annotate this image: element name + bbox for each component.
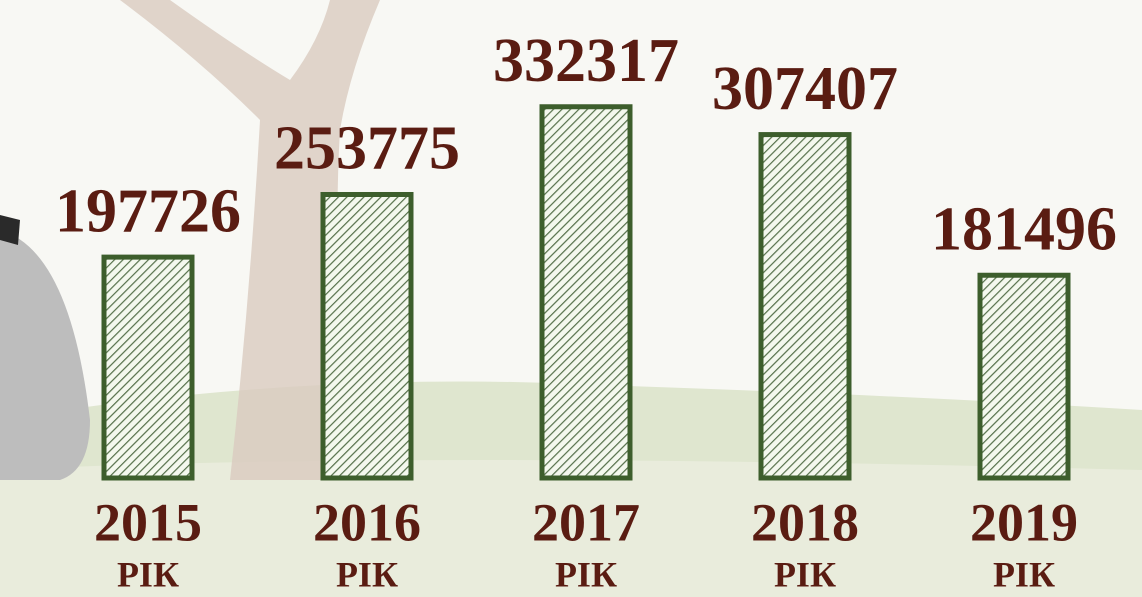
x-tick-sublabel: РІК (555, 554, 617, 594)
x-tick-sublabel: РІК (336, 554, 398, 594)
value-label: 332317 (493, 27, 679, 95)
bar (542, 107, 630, 478)
x-tick-sublabel: РІК (117, 554, 179, 594)
bar (980, 275, 1068, 478)
value-label: 181496 (931, 195, 1117, 263)
x-tick-label: 2016 (313, 492, 421, 552)
x-tick-label: 2017 (532, 492, 640, 552)
page: 1977262015РІК2537752016РІК3323172017РІК3… (0, 0, 1142, 597)
value-label: 253775 (274, 115, 460, 183)
x-tick-label: 2015 (94, 492, 202, 552)
x-tick-sublabel: РІК (993, 554, 1055, 594)
x-tick-label: 2019 (970, 492, 1078, 552)
x-tick-sublabel: РІК (774, 554, 836, 594)
chart: 1977262015РІК2537752016РІК3323172017РІК3… (0, 0, 1142, 597)
bar (761, 135, 849, 478)
x-tick-label: 2018 (751, 492, 859, 552)
value-label: 307407 (712, 55, 898, 123)
value-label: 197726 (55, 177, 241, 245)
bar (323, 194, 411, 478)
bar (104, 257, 192, 478)
